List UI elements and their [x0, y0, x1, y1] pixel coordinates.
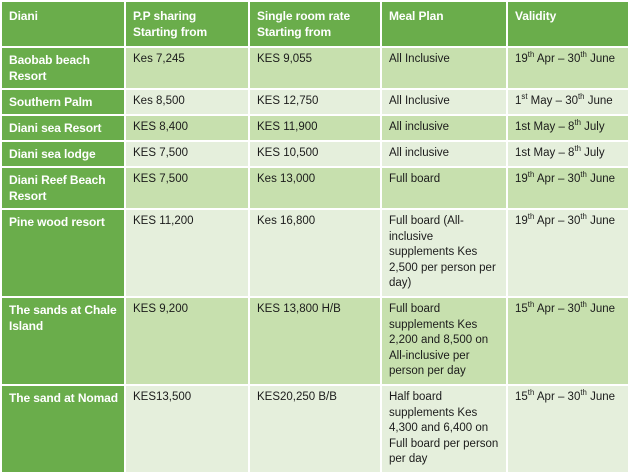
single-room-rate-cell: KES 12,750: [250, 90, 380, 114]
validity-cell: 1st May – 8th July: [508, 142, 628, 166]
hotel-name-cell: Southern Palm: [2, 90, 124, 114]
table-row: Diani Reef Beach Resort KES 7,500 Kes 13,0…: [2, 168, 628, 208]
table-body: Baobab beach Resort Kes 7,245 KES 9,055 All…: [2, 48, 628, 472]
validity-cell: 19th Apr – 30th June: [508, 168, 628, 208]
hotel-name-cell: Diani sea lodge: [2, 142, 124, 166]
pp-sharing-cell: Kes 7,245: [126, 48, 248, 88]
validity-cell: 1st May – 8th July: [508, 116, 628, 140]
meal-plan-cell: All inclusive: [382, 142, 506, 166]
column-header-single-room: Single room rate Starting from: [250, 2, 380, 46]
column-header-validity: Validity: [508, 2, 628, 46]
single-room-rate-cell: Kes 13,000: [250, 168, 380, 208]
validity-cell: 19th Apr – 30th June: [508, 48, 628, 88]
validity-cell: 1st May – 30th June: [508, 90, 628, 114]
single-room-rate-cell: KES 10,500: [250, 142, 380, 166]
pp-sharing-cell: KES 8,400: [126, 116, 248, 140]
meal-plan-cell: Full board: [382, 168, 506, 208]
meal-plan-cell: All inclusive: [382, 116, 506, 140]
column-header-meal-plan: Meal Plan: [382, 2, 506, 46]
table-row: Diani sea lodge KES 7,500 KES 10,500 All in…: [2, 142, 628, 166]
hotel-name-cell: Baobab beach Resort: [2, 48, 124, 88]
hotel-name-cell: The sands at Chale Island: [2, 298, 124, 384]
pp-sharing-cell: KES 7,500: [126, 168, 248, 208]
table-row: Pine wood resort KES 11,200 Kes 16,800 Full…: [2, 210, 628, 296]
meal-plan-cell: All Inclusive: [382, 90, 506, 114]
table-row: The sand at Nomad KES13,500 KES20,250 B/B H…: [2, 386, 628, 472]
single-room-rate-cell: KES 9,055: [250, 48, 380, 88]
table-header: Diani P.P sharing Starting from Single r…: [2, 2, 628, 46]
hotel-name-cell: Diani Reef Beach Resort: [2, 168, 124, 208]
single-room-rate-cell: Kes 16,800: [250, 210, 380, 296]
single-room-rate-cell: KES 11,900: [250, 116, 380, 140]
meal-plan-cell: Half board supplements Kes 4,300 and 6,4…: [382, 386, 506, 472]
validity-cell: 19th Apr – 30th June: [508, 210, 628, 296]
table-row: Southern Palm Kes 8,500 KES 12,750 All Incl…: [2, 90, 628, 114]
pp-sharing-cell: KES 9,200: [126, 298, 248, 384]
table-row: The sands at Chale Island KES 9,200 KES 13…: [2, 298, 628, 384]
pp-sharing-cell: KES 11,200: [126, 210, 248, 296]
header-row: Diani P.P sharing Starting from Single r…: [2, 2, 628, 46]
table-row: Baobab beach Resort Kes 7,245 KES 9,055 All…: [2, 48, 628, 88]
meal-plan-cell: All Inclusive: [382, 48, 506, 88]
table-row: Diani sea Resort KES 8,400 KES 11,900 All i…: [2, 116, 628, 140]
hotel-name-cell: The sand at Nomad: [2, 386, 124, 472]
column-header-diani: Diani: [2, 2, 124, 46]
meal-plan-cell: Full board (All-inclusive supplements Ke…: [382, 210, 506, 296]
single-room-rate-cell: KES 13,800 H/B: [250, 298, 380, 384]
pp-sharing-cell: Kes 8,500: [126, 90, 248, 114]
single-room-rate-cell: KES20,250 B/B: [250, 386, 380, 472]
column-header-pp-sharing: P.P sharing Starting from: [126, 2, 248, 46]
pp-sharing-cell: KES13,500: [126, 386, 248, 472]
hotel-name-cell: Pine wood resort: [2, 210, 124, 296]
hotel-name-cell: Diani sea Resort: [2, 116, 124, 140]
pp-sharing-cell: KES 7,500: [126, 142, 248, 166]
meal-plan-cell: Full board supplements Kes 2,200 and 8,5…: [382, 298, 506, 384]
validity-cell: 15th Apr – 30th June: [508, 386, 628, 472]
validity-cell: 15th Apr – 30th June: [508, 298, 628, 384]
